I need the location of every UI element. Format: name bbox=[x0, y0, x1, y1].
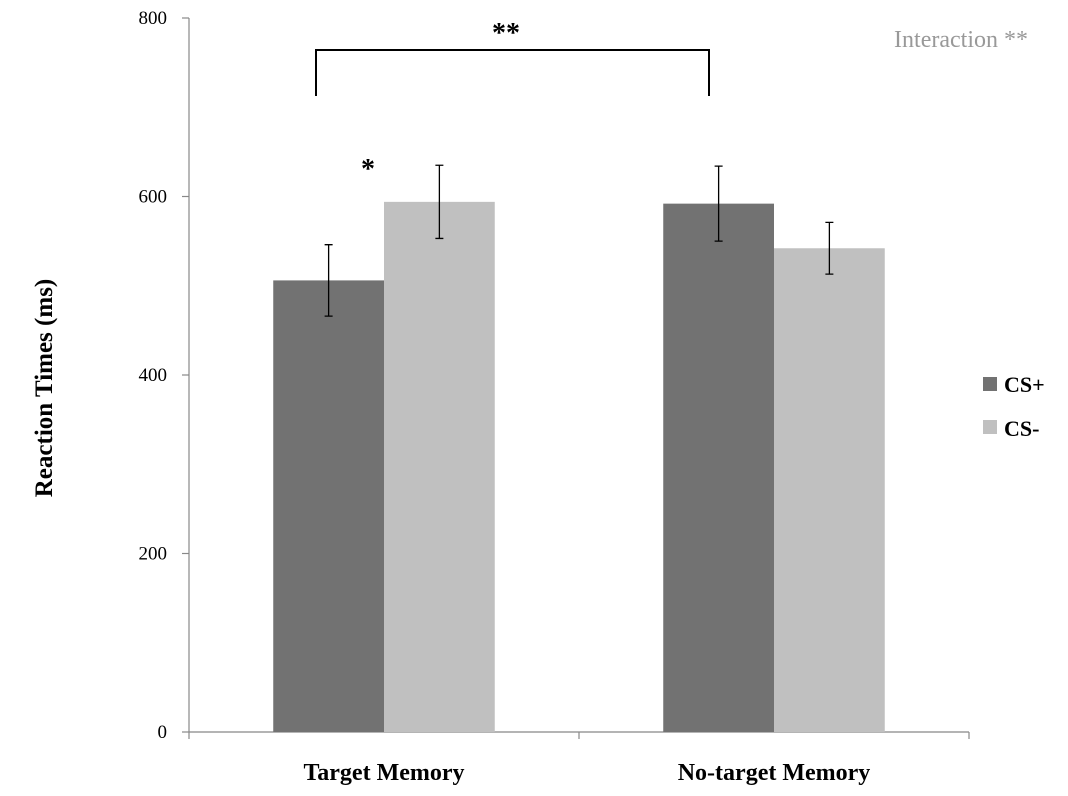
category-label-no-target-memory: No-target Memory bbox=[678, 760, 871, 786]
error-bar-no-target-memory-cs bbox=[825, 221, 834, 275]
bar-no-target-memory-cs bbox=[774, 248, 885, 732]
y-ticks: 0 200 400 600 800 bbox=[139, 8, 189, 743]
y-tick-label-800: 800 bbox=[139, 8, 168, 29]
x-ticks bbox=[188, 732, 970, 739]
error-bar-target-memory-cs-plus bbox=[324, 244, 333, 317]
legend-swatch-cs-plus bbox=[983, 377, 997, 391]
bar-target-memory-cs-plus bbox=[273, 280, 384, 732]
y-tick-label-600: 600 bbox=[139, 187, 168, 208]
y-tick-label-400: 400 bbox=[139, 365, 168, 386]
bracket-significance-marker: ** bbox=[492, 18, 520, 49]
legend-label-cs-minus: CS- bbox=[1004, 416, 1039, 441]
interaction-annotation: Interaction ** bbox=[894, 27, 1028, 53]
bars bbox=[273, 201, 885, 733]
legend: CS+ CS- bbox=[983, 372, 1045, 441]
y-tick-label-200: 200 bbox=[139, 544, 168, 565]
bar-target-memory-cs bbox=[384, 201, 495, 733]
legend-label-cs-plus: CS+ bbox=[1004, 372, 1045, 397]
y-axis-title: Reaction Times (ms) bbox=[31, 279, 58, 498]
error-bar-target-memory-cs bbox=[435, 164, 444, 240]
significance-bracket bbox=[315, 49, 710, 96]
error-bar-no-target-memory-cs-plus bbox=[714, 165, 723, 242]
y-tick-label-0: 0 bbox=[158, 722, 168, 743]
category-label-target-memory: Target Memory bbox=[303, 760, 464, 786]
error-bars bbox=[324, 164, 834, 317]
legend-swatch-cs-minus bbox=[983, 420, 997, 434]
bar-no-target-memory-cs-plus bbox=[663, 203, 774, 732]
target-memory-significance-marker: * bbox=[361, 154, 375, 185]
